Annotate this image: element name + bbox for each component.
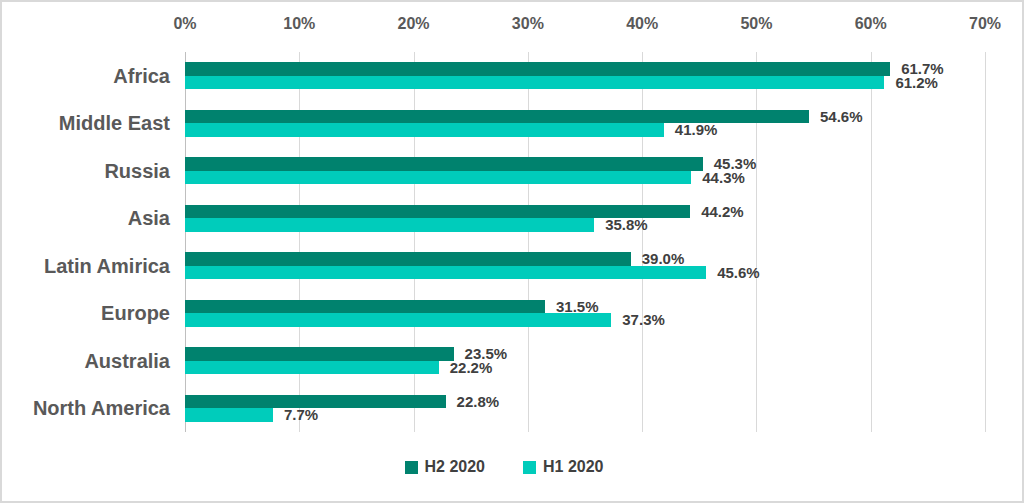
category-label: Middle East: [2, 110, 170, 136]
vertical-gridline: [871, 52, 872, 432]
x-axis-tick-label: 40%: [607, 13, 677, 35]
bar-h1-2020: [185, 171, 691, 185]
value-label-h1-2020: 7.7%: [284, 405, 318, 425]
vertical-gridline: [985, 52, 986, 432]
category-label: Russia: [2, 158, 170, 184]
legend-label-h1-2020: H1 2020: [543, 458, 604, 476]
legend-label-h2-2020: H2 2020: [425, 458, 486, 476]
bar-h2-2020: [185, 300, 545, 314]
x-axis-tick-label: 20%: [379, 13, 449, 35]
x-axis-tick-label: 30%: [493, 13, 563, 35]
value-label-h1-2020: 22.2%: [450, 358, 493, 378]
category-label: Africa: [2, 63, 170, 89]
bar-h1-2020: [185, 266, 706, 280]
x-axis-tick-label: 50%: [721, 13, 791, 35]
x-axis-tick-label: 0%: [150, 13, 220, 35]
legend-item-h2-2020: H2 2020: [405, 458, 486, 476]
bar-h2-2020: [185, 157, 703, 171]
bar-h1-2020: [185, 408, 273, 422]
x-axis-tick-label: 10%: [264, 13, 334, 35]
legend-item-h1-2020: H1 2020: [523, 458, 604, 476]
category-label: Asia: [2, 205, 170, 231]
bar-h2-2020: [185, 347, 454, 361]
bar-h1-2020: [185, 218, 594, 232]
category-label: Europe: [2, 300, 170, 326]
value-label-h1-2020: 41.9%: [675, 120, 718, 140]
value-label-h2-2020: 22.8%: [457, 392, 500, 412]
category-label: Latin Amirica: [2, 253, 170, 279]
x-axis-tick-label: 60%: [836, 13, 906, 35]
legend: H2 2020 H1 2020: [2, 458, 1006, 476]
bar-h1-2020: [185, 313, 611, 327]
bar-h2-2020: [185, 252, 631, 266]
x-axis-tick-label: 70%: [950, 13, 1020, 35]
value-label-h1-2020: 45.6%: [717, 263, 760, 283]
value-label-h1-2020: 37.3%: [622, 310, 665, 330]
category-label: Australia: [2, 348, 170, 374]
bar-h1-2020: [185, 123, 664, 137]
value-label-h1-2020: 44.3%: [702, 168, 745, 188]
value-label-h1-2020: 61.2%: [895, 73, 938, 93]
bar-h1-2020: [185, 76, 884, 90]
value-label-h1-2020: 35.8%: [605, 215, 648, 235]
bar-chart: H2 2020 H1 2020 0% 10% 20% 30% 40% 50% 60% 70% Af…: [0, 0, 1024, 503]
bar-h2-2020: [185, 62, 890, 76]
value-label-h2-2020: 54.6%: [820, 107, 863, 127]
value-label-h2-2020: 44.2%: [701, 202, 744, 222]
legend-swatch-h2-2020: [405, 461, 418, 474]
bar-h1-2020: [185, 361, 439, 375]
category-label: North America: [2, 395, 170, 421]
legend-swatch-h1-2020: [523, 461, 536, 474]
